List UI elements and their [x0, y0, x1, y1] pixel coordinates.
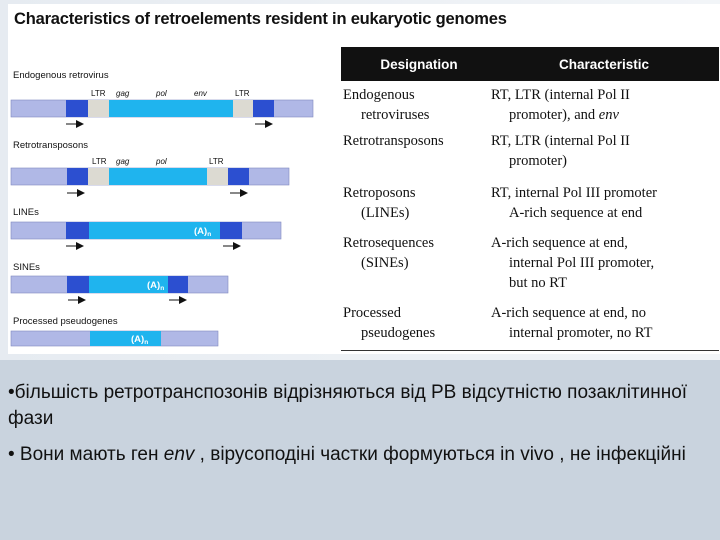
- bullet-marker: •: [8, 444, 15, 465]
- designation-line: (SINEs): [361, 255, 409, 271]
- bullet-text: більшість ретротранспозонів відрізняютьс…: [8, 382, 688, 429]
- ltr-label-left: LTR: [92, 157, 107, 166]
- repeat-right: [220, 222, 242, 239]
- characteristic-line: internal Pol III promoter,: [509, 255, 655, 271]
- repeat-left: [67, 276, 89, 293]
- characteristic-line: internal promoter, no RT: [509, 325, 653, 341]
- row-label: SINEs: [13, 262, 40, 273]
- characteristic-line: RT, LTR (internal Pol II: [491, 133, 630, 149]
- characteristic-line: A-rich sequence at end: [509, 205, 643, 221]
- retroelements-figure: Characteristics of retroelements residen…: [8, 4, 720, 354]
- characteristic-line: A-rich sequence at end, no: [491, 305, 647, 321]
- row-retrotransposons: Retrotransposons LTR gag pol LTR: [10, 140, 290, 197]
- gag-label: gag: [116, 89, 130, 98]
- table-bottom-rule: [341, 350, 719, 351]
- element-body: [89, 222, 220, 239]
- row-label: Endogenous retrovirus: [13, 70, 109, 81]
- characteristics-table: Designation Characteristic Endogenous ret…: [341, 47, 719, 351]
- table-row: Retrotransposons RT, LTR (internal Pol I…: [341, 131, 719, 183]
- polya-tail-label: (A)n: [194, 226, 211, 238]
- ltr-label-right: LTR: [235, 89, 250, 98]
- repeat-right: [228, 168, 249, 185]
- element-body: [109, 168, 207, 185]
- table-row: Endogenous retroviruses RT, LTR (internal…: [341, 85, 719, 131]
- ltr-box-right: [233, 100, 253, 117]
- characteristic-line: promoter), and env: [509, 107, 619, 123]
- repeat-left: [67, 168, 88, 185]
- characteristic-line: RT, internal Pol III promoter: [491, 185, 657, 201]
- designation-line: (LINEs): [361, 205, 410, 221]
- row-label: Retrotransposons: [13, 140, 88, 151]
- gag-label: gag: [116, 157, 130, 166]
- designation-line: Endogenous: [343, 87, 415, 103]
- row-sines: SINEs (A)n: [10, 262, 229, 304]
- repeat-right: [168, 276, 188, 293]
- repeat-left: [66, 100, 88, 117]
- bullet-text: , вірусоподіні частки формуються in vivo…: [194, 444, 686, 465]
- element-body: [89, 276, 168, 293]
- element-body: [90, 331, 161, 346]
- element-body: [109, 100, 233, 117]
- bullet-marker: •: [8, 382, 15, 403]
- bullet-text: Вони мають ген: [14, 444, 164, 465]
- characteristic-line: but no RT: [509, 275, 567, 291]
- designation-line: retroviruses: [361, 107, 430, 123]
- bullet-item: • Вони мають ген env , вірусоподіні част…: [8, 442, 714, 468]
- row-label: LINEs: [13, 207, 39, 218]
- table-row: Retroposons (LINEs) RT, internal Pol III …: [341, 183, 719, 233]
- polya-tail-label: (A)n: [147, 280, 164, 292]
- element-diagrams: Endogenous retrovirus LTR gag pol env LT…: [10, 70, 314, 347]
- bullet-list: •більшість ретротранспозонів відрізняють…: [8, 380, 714, 478]
- table-row: Processed pseudogenes A-rich sequence at …: [341, 303, 719, 347]
- ltr-label-left: LTR: [91, 89, 106, 98]
- row-processed-pseudogenes: Processed pseudogenes (A)n: [10, 316, 219, 347]
- characteristic-line: promoter): [509, 153, 567, 169]
- row-lines: LINEs (A)n: [10, 207, 282, 250]
- designation-line: Retrotransposons: [343, 133, 444, 149]
- designation-line: Processed: [343, 305, 401, 321]
- row-label: Processed pseudogenes: [13, 316, 118, 327]
- row-endogenous-retrovirus: Endogenous retrovirus LTR gag pol env LT…: [10, 70, 314, 128]
- ltr-box-left: [88, 168, 109, 185]
- repeat-right: [253, 100, 274, 117]
- header-characteristic: Characteristic: [558, 56, 650, 72]
- ltr-box-right: [207, 168, 228, 185]
- env-label: env: [194, 89, 208, 98]
- table-header: Designation Characteristic: [341, 47, 719, 81]
- pol-label: pol: [155, 89, 167, 98]
- designation-line: Retrosequences: [343, 235, 434, 251]
- table-row: Retrosequences (SINEs) A-rich sequence at…: [341, 233, 719, 303]
- header-designation: Designation: [380, 56, 458, 72]
- ltr-box-left: [88, 100, 109, 117]
- repeat-left: [66, 222, 89, 239]
- pol-label: pol: [155, 157, 167, 166]
- designation-line: Retroposons: [343, 185, 416, 201]
- ltr-label-right: LTR: [209, 157, 224, 166]
- designation-line: pseudogenes: [361, 325, 436, 341]
- characteristic-line: A-rich sequence at end,: [491, 235, 628, 251]
- gene-name: env: [163, 444, 195, 465]
- bullet-item: •більшість ретротранспозонів відрізняють…: [8, 380, 714, 432]
- polya-tail-label: (A)n: [131, 334, 148, 346]
- characteristic-line: RT, LTR (internal Pol II: [491, 87, 630, 103]
- figure-title: Characteristics of retroelements residen…: [14, 10, 507, 28]
